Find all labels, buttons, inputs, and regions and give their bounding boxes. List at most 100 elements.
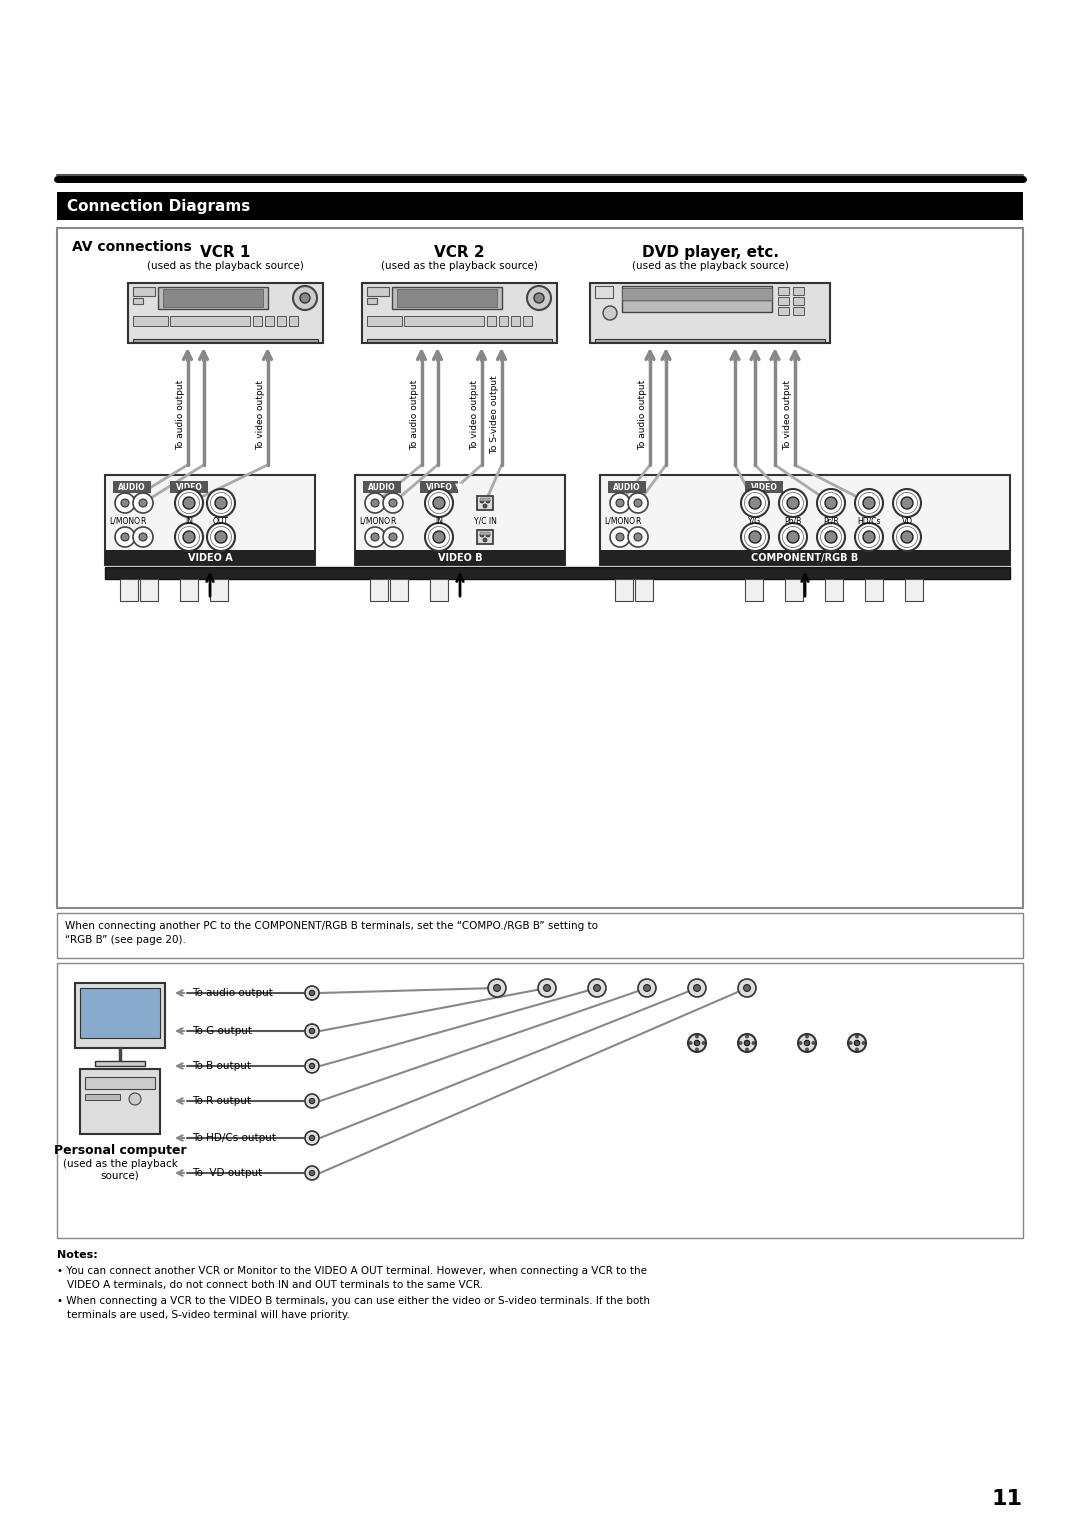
Circle shape <box>365 493 384 513</box>
Circle shape <box>486 533 490 537</box>
Bar <box>276 315 286 326</box>
Text: To S-video output: To S-video output <box>490 375 499 455</box>
Circle shape <box>634 499 642 507</box>
Bar <box>595 286 613 299</box>
Circle shape <box>305 1059 319 1073</box>
Bar <box>480 498 490 501</box>
Circle shape <box>486 499 490 504</box>
Circle shape <box>305 986 319 1000</box>
Bar <box>133 315 168 326</box>
Circle shape <box>480 533 484 537</box>
Circle shape <box>293 286 318 309</box>
Circle shape <box>816 488 845 517</box>
Circle shape <box>215 498 227 508</box>
Circle shape <box>207 524 235 551</box>
Bar <box>57 963 1023 1239</box>
Circle shape <box>634 533 642 540</box>
Circle shape <box>855 1035 859 1038</box>
Bar <box>477 496 492 510</box>
Text: VIDEO A: VIDEO A <box>188 553 232 563</box>
Circle shape <box>433 498 445 508</box>
Bar <box>163 289 264 308</box>
Text: “RGB B” (see page 20).: “RGB B” (see page 20). <box>65 935 186 945</box>
Bar <box>355 550 565 565</box>
Circle shape <box>114 527 135 547</box>
Bar <box>905 579 923 602</box>
Circle shape <box>849 1041 852 1044</box>
Text: • You can connect another VCR or Monitor to the VIDEO A OUT terminal. However, w: • You can connect another VCR or Monitor… <box>57 1266 647 1275</box>
Circle shape <box>738 1033 756 1052</box>
Circle shape <box>805 1040 810 1046</box>
Circle shape <box>389 499 397 507</box>
Circle shape <box>787 498 799 508</box>
Circle shape <box>627 493 648 513</box>
Circle shape <box>365 527 384 547</box>
Circle shape <box>610 527 630 547</box>
Text: To G output: To G output <box>192 1026 252 1036</box>
Circle shape <box>693 984 701 992</box>
Circle shape <box>309 1136 314 1141</box>
Circle shape <box>372 499 379 507</box>
Circle shape <box>752 1041 755 1044</box>
Circle shape <box>745 1049 748 1050</box>
Bar <box>745 481 783 493</box>
Text: (used as the playback source): (used as the playback source) <box>381 260 538 271</box>
Bar <box>778 308 789 315</box>
Text: To video output: To video output <box>783 380 793 450</box>
Bar <box>158 286 268 309</box>
Circle shape <box>825 531 837 544</box>
Circle shape <box>848 1033 866 1052</box>
Bar <box>392 286 502 309</box>
Text: To  VD output: To VD output <box>192 1168 262 1177</box>
Bar <box>404 315 484 326</box>
Circle shape <box>689 1041 692 1044</box>
Bar <box>367 338 552 341</box>
Bar <box>370 579 388 602</box>
Circle shape <box>616 533 624 540</box>
Text: VCR 2: VCR 2 <box>434 245 485 260</box>
Circle shape <box>139 533 147 540</box>
Bar <box>367 315 402 326</box>
Circle shape <box>855 524 883 551</box>
Circle shape <box>743 984 751 992</box>
Bar <box>57 228 1023 908</box>
Circle shape <box>183 498 195 508</box>
Circle shape <box>688 1033 706 1052</box>
Text: To R output: To R output <box>192 1096 251 1105</box>
Circle shape <box>854 1040 860 1046</box>
Circle shape <box>426 488 453 517</box>
Text: terminals are used, S-video terminal will have priority.: terminals are used, S-video terminal wil… <box>67 1311 350 1320</box>
Circle shape <box>893 488 921 517</box>
Text: OUT: OUT <box>213 517 229 527</box>
Circle shape <box>426 524 453 551</box>
Text: To video output: To video output <box>256 380 265 450</box>
Circle shape <box>300 292 310 303</box>
Text: Connection Diagrams: Connection Diagrams <box>67 199 251 214</box>
Bar <box>825 579 843 602</box>
Bar <box>363 481 401 493</box>
Bar <box>133 338 318 341</box>
Circle shape <box>863 498 875 508</box>
Text: To HD/Cs output: To HD/Cs output <box>192 1133 276 1144</box>
Circle shape <box>309 991 314 995</box>
Circle shape <box>739 1041 742 1044</box>
Bar <box>480 531 490 534</box>
Circle shape <box>688 978 706 997</box>
Circle shape <box>799 1041 802 1044</box>
Bar <box>499 315 508 326</box>
Circle shape <box>806 1035 809 1038</box>
Circle shape <box>644 984 650 992</box>
Text: Pr/R: Pr/R <box>823 517 839 527</box>
Circle shape <box>309 1064 314 1069</box>
Bar <box>80 987 160 1038</box>
Circle shape <box>121 499 129 507</box>
Circle shape <box>133 493 153 513</box>
Circle shape <box>534 292 544 303</box>
Circle shape <box>372 533 379 540</box>
Circle shape <box>133 527 153 547</box>
Text: IN: IN <box>435 517 443 527</box>
Circle shape <box>305 1167 319 1180</box>
Bar <box>75 983 165 1049</box>
Text: To audio output: To audio output <box>410 380 419 450</box>
Bar <box>129 283 323 343</box>
